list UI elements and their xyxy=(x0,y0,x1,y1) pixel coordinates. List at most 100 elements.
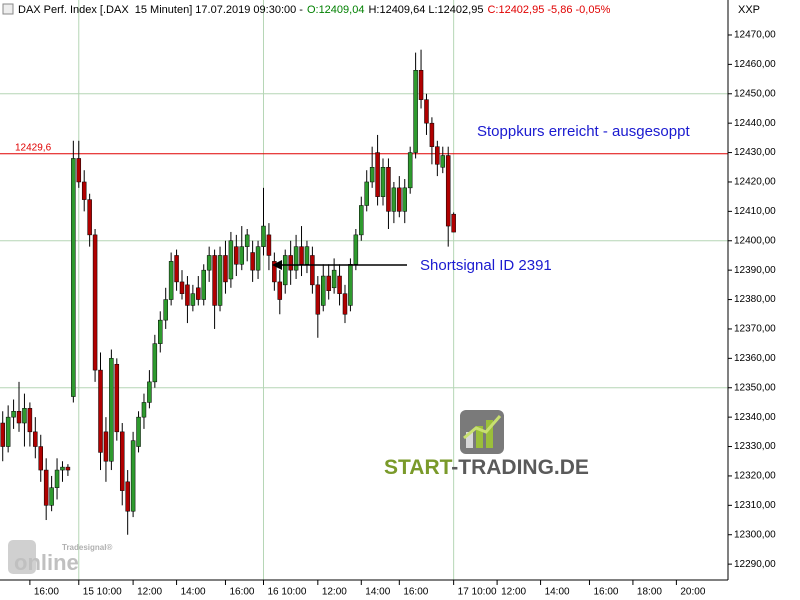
candle-body xyxy=(348,264,353,306)
candle-body xyxy=(261,225,266,247)
annotation: Shortsignal ID 2391 xyxy=(420,257,552,274)
x-tick-label: 20:00 xyxy=(680,587,705,598)
x-tick-label: 12:00 xyxy=(322,587,347,598)
icon-bar xyxy=(476,426,483,448)
candle-body xyxy=(397,187,402,212)
header-part: C:12402,95 -5,86 -0,05% xyxy=(487,4,610,16)
watermark-text: START-TRADING.DE xyxy=(384,456,589,479)
candle-body xyxy=(413,70,418,153)
y-tick-label: 12420,00 xyxy=(734,177,776,188)
logo-small: Tradesignal® xyxy=(62,543,112,552)
candle-body xyxy=(114,363,120,433)
watermark-b: -TRADING.DE xyxy=(451,456,589,479)
x-tick-label: 15 10:00 xyxy=(83,587,122,598)
plot: 12429,6 xyxy=(0,49,728,535)
x-tick-label: 16:00 xyxy=(229,587,254,598)
grid xyxy=(0,0,728,580)
axis-symbol: XXP xyxy=(738,4,760,16)
candle-body xyxy=(244,234,250,247)
candle-body xyxy=(272,261,277,283)
candle-body xyxy=(65,466,71,471)
candle-body xyxy=(359,205,364,236)
x-tick-label: 16:00 xyxy=(34,587,59,598)
candle-body xyxy=(71,158,76,397)
candle-body xyxy=(424,99,429,124)
logo-big: online xyxy=(14,550,79,575)
header-part: DAX Perf. Index [.DAX 15 Minuten] 17.07.… xyxy=(18,4,303,16)
candle-body xyxy=(81,181,87,200)
y-tick-label: 12320,00 xyxy=(734,471,776,482)
x-tick-label: 17 10:00 xyxy=(458,587,497,598)
icon-bar xyxy=(486,420,493,448)
x-tick-label: 18:00 xyxy=(637,587,662,598)
reference-label: 12429,6 xyxy=(15,142,52,153)
candle-body xyxy=(168,261,174,300)
candle-body xyxy=(163,299,168,321)
candle-body xyxy=(196,287,201,300)
candle-body xyxy=(179,281,185,294)
candle-body xyxy=(310,255,315,286)
candle-body xyxy=(22,408,27,424)
y-tick-label: 12360,00 xyxy=(734,353,776,364)
candle-body xyxy=(130,440,136,512)
candle-body xyxy=(54,469,60,488)
candle-body xyxy=(228,240,234,280)
candle-body xyxy=(429,122,435,147)
candle-body xyxy=(375,152,380,197)
candle-body xyxy=(321,275,326,306)
menu-icon[interactable] xyxy=(2,3,14,15)
candle-body xyxy=(158,319,163,344)
y-tick-label: 12380,00 xyxy=(734,294,776,305)
y-tick-label: 12410,00 xyxy=(734,206,776,217)
x-tick-label: 14:00 xyxy=(545,587,570,598)
candle-body xyxy=(440,155,446,168)
candle-body xyxy=(38,446,43,471)
y-tick-label: 12310,00 xyxy=(734,500,776,511)
candle-body xyxy=(282,255,288,286)
candle-body xyxy=(326,275,331,291)
watermark: START-TRADING.DE xyxy=(384,410,589,479)
candle-body xyxy=(407,152,413,189)
candle-body xyxy=(380,167,386,197)
candle-body xyxy=(217,255,223,306)
candle-body xyxy=(141,402,147,418)
x-tick-label: 12:00 xyxy=(137,587,162,598)
candle-body xyxy=(386,167,391,212)
header-part: H:12409,64 L:12402,95 xyxy=(368,4,483,16)
annotation: Stoppkurs erreicht - ausgesoppt xyxy=(477,123,690,140)
candle-body xyxy=(33,431,38,447)
y-tick-label: 12460,00 xyxy=(734,59,776,70)
x-tick-label: 16:00 xyxy=(403,587,428,598)
candle-body xyxy=(125,481,130,512)
y-tick-label: 12370,00 xyxy=(734,324,776,335)
candle-body xyxy=(60,466,65,471)
candle-body xyxy=(0,422,5,447)
candle-body xyxy=(190,293,196,306)
candle-body xyxy=(315,284,321,315)
candle-body xyxy=(364,181,369,206)
y-tick-label: 12300,00 xyxy=(734,529,776,540)
y-tick-label: 12440,00 xyxy=(734,118,776,129)
candle-body xyxy=(98,369,103,453)
logo-box xyxy=(8,540,36,574)
candle-body xyxy=(418,70,424,100)
x-tick-label: 14:00 xyxy=(365,587,390,598)
candle-body xyxy=(147,381,152,403)
x-tick-label: 16 10:00 xyxy=(267,587,306,598)
candle-body xyxy=(49,487,54,506)
candle-body xyxy=(445,155,451,227)
icon-bar xyxy=(466,432,473,448)
candle-body xyxy=(185,284,190,306)
candle-body xyxy=(239,246,245,265)
y-tick-label: 12470,00 xyxy=(734,30,776,41)
candle-body xyxy=(174,255,179,283)
candle-body xyxy=(206,255,212,271)
y-tick-label: 12350,00 xyxy=(734,382,776,393)
header-part: O:12409,04 xyxy=(307,4,365,16)
candle-body xyxy=(92,234,98,371)
candle-body xyxy=(304,246,310,265)
candle-body xyxy=(109,358,114,462)
candle-body xyxy=(201,269,206,300)
candle-body xyxy=(16,411,22,424)
